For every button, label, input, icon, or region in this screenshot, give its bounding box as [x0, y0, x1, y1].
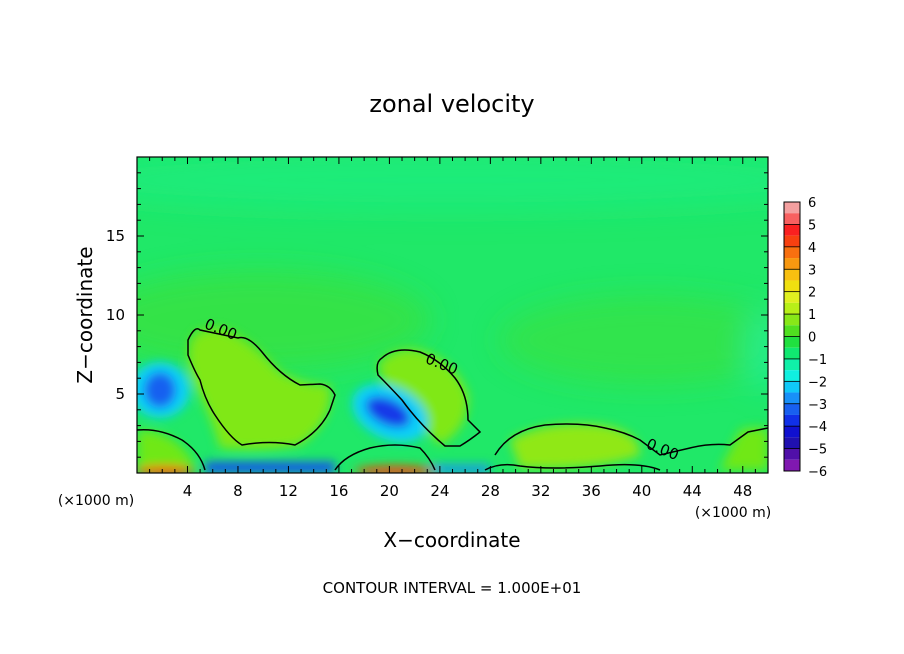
colorbar-swatch	[784, 258, 800, 270]
colorbar-swatch	[784, 202, 800, 214]
colorbar-swatch	[784, 325, 800, 337]
right-field-band	[500, 295, 768, 385]
colorbar-tick-label: −4	[808, 420, 827, 435]
colorbar-swatch	[784, 370, 800, 382]
colorbar-tick-label: 4	[808, 241, 816, 256]
surface-negative-band-2	[430, 465, 490, 473]
positive-region-1	[188, 329, 331, 450]
colorbar-swatch	[784, 291, 800, 303]
colorbar-tick-label: 1	[808, 308, 816, 323]
y-tick-label: 15	[106, 227, 125, 245]
colorbar-tick-label: −2	[808, 375, 827, 390]
x-tick-label: 28	[481, 482, 500, 500]
colorbar-tick-label: −3	[808, 398, 827, 413]
x-tick-label: 4	[183, 482, 193, 500]
colorbar-swatch	[784, 246, 800, 259]
x-unit-right: (×1000 m)	[695, 505, 771, 521]
colorbar-swatch	[784, 235, 800, 247]
colorbar-swatch	[784, 269, 800, 281]
surface-negative-band-1	[205, 462, 335, 473]
edge-field-band	[745, 310, 768, 390]
colorbar-swatch	[784, 314, 800, 326]
x-tick-label: 40	[632, 482, 651, 500]
colorbar-swatch	[784, 358, 800, 371]
x-tick-label: 48	[733, 482, 752, 500]
colorbar-swatch	[784, 403, 800, 415]
x-tick-label: 36	[582, 482, 601, 500]
colorbar-tick-label: −6	[808, 465, 827, 480]
y-axis-label: Z−coordinate	[73, 246, 97, 383]
zero-contour-5	[334, 444, 436, 471]
colorbar-tick-label: 0	[808, 331, 816, 346]
x-tick-label: 16	[329, 482, 348, 500]
zero-contours	[137, 328, 768, 471]
colorbar-swatch	[784, 280, 800, 292]
colorbar: 6 5 4 3 2 1 0 −1 −2 −3 −4 −5 −6	[783, 196, 827, 480]
x-unit-left: (×1000 m)	[58, 493, 134, 509]
heatmap-features	[137, 329, 768, 473]
x-axis-label: X−coordinate	[383, 528, 520, 552]
negative-core-2	[365, 396, 411, 428]
x-tick-label: 12	[279, 482, 298, 500]
surface-jet-1	[137, 466, 195, 473]
zero-contour-2	[376, 349, 482, 447]
upper-field-band	[137, 157, 768, 212]
positive-region-4	[138, 430, 195, 470]
x-tick-label: 8	[233, 482, 243, 500]
colorbar-swatch	[784, 437, 800, 449]
colorbar-swatch	[784, 302, 800, 315]
x-tick-label: 44	[683, 482, 702, 500]
x-tick-label: 32	[531, 482, 550, 500]
colorbar-swatch	[784, 414, 800, 427]
colorbar-tick-label: 6	[808, 196, 816, 211]
colorbar-swatch	[784, 224, 800, 236]
x-tick-label: 20	[380, 482, 399, 500]
colorbar-swatch	[784, 448, 800, 460]
colorbar-tick-label: −1	[808, 353, 827, 368]
colorbar-swatch	[784, 347, 800, 359]
colorbar-swatch	[784, 213, 800, 225]
plot-area: 0.000.000.00	[137, 157, 768, 473]
negative-core-1	[144, 372, 176, 408]
zero-contour-3	[494, 423, 768, 456]
surface-jet-2	[355, 466, 435, 473]
y-tick-label: 5	[115, 385, 125, 403]
chart-title: zonal velocity	[369, 90, 534, 118]
positive-region-5	[720, 427, 768, 470]
zero-contour-1	[187, 328, 336, 446]
colorbar-tick-label: −5	[808, 443, 827, 458]
positive-region-2	[378, 349, 469, 445]
zero-contour-4	[137, 428, 206, 471]
colorbar-swatch	[784, 381, 800, 393]
colorbar-tick-label: 5	[808, 218, 816, 233]
positive-region-3	[510, 424, 640, 469]
colorbar-swatch	[784, 336, 800, 348]
colorbar-tick-label: 3	[808, 263, 816, 278]
zero-contour-6	[484, 463, 661, 471]
colorbar-swatch	[784, 426, 800, 438]
y-axis: 5 10 15	[106, 172, 768, 458]
contour-interval-note: CONTOUR INTERVAL = 1.000E+01	[323, 579, 582, 597]
colorbar-swatch	[784, 459, 800, 471]
colorbar-tick-label: 2	[808, 286, 816, 301]
x-axis: 4 8 12 16 20 24 28 32 36 40 44 48	[149, 157, 756, 500]
y-tick-label: 10	[106, 306, 125, 324]
colorbar-swatch	[784, 392, 800, 404]
x-tick-label: 24	[430, 482, 449, 500]
